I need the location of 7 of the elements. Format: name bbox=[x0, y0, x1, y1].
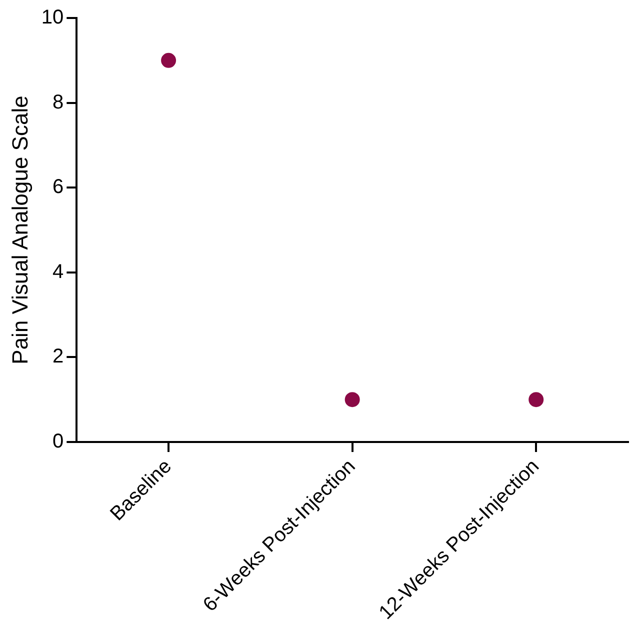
y-tick-label: 8 bbox=[52, 91, 64, 114]
y-tick-label: 10 bbox=[41, 6, 64, 29]
y-tick-label: 6 bbox=[52, 176, 64, 198]
y-tick-label: 4 bbox=[52, 260, 64, 283]
y-tick-label: 0 bbox=[52, 430, 64, 453]
y-axis-title: Pain Visual Analogue Scale bbox=[7, 96, 32, 364]
y-tick-label: 2 bbox=[52, 346, 64, 368]
